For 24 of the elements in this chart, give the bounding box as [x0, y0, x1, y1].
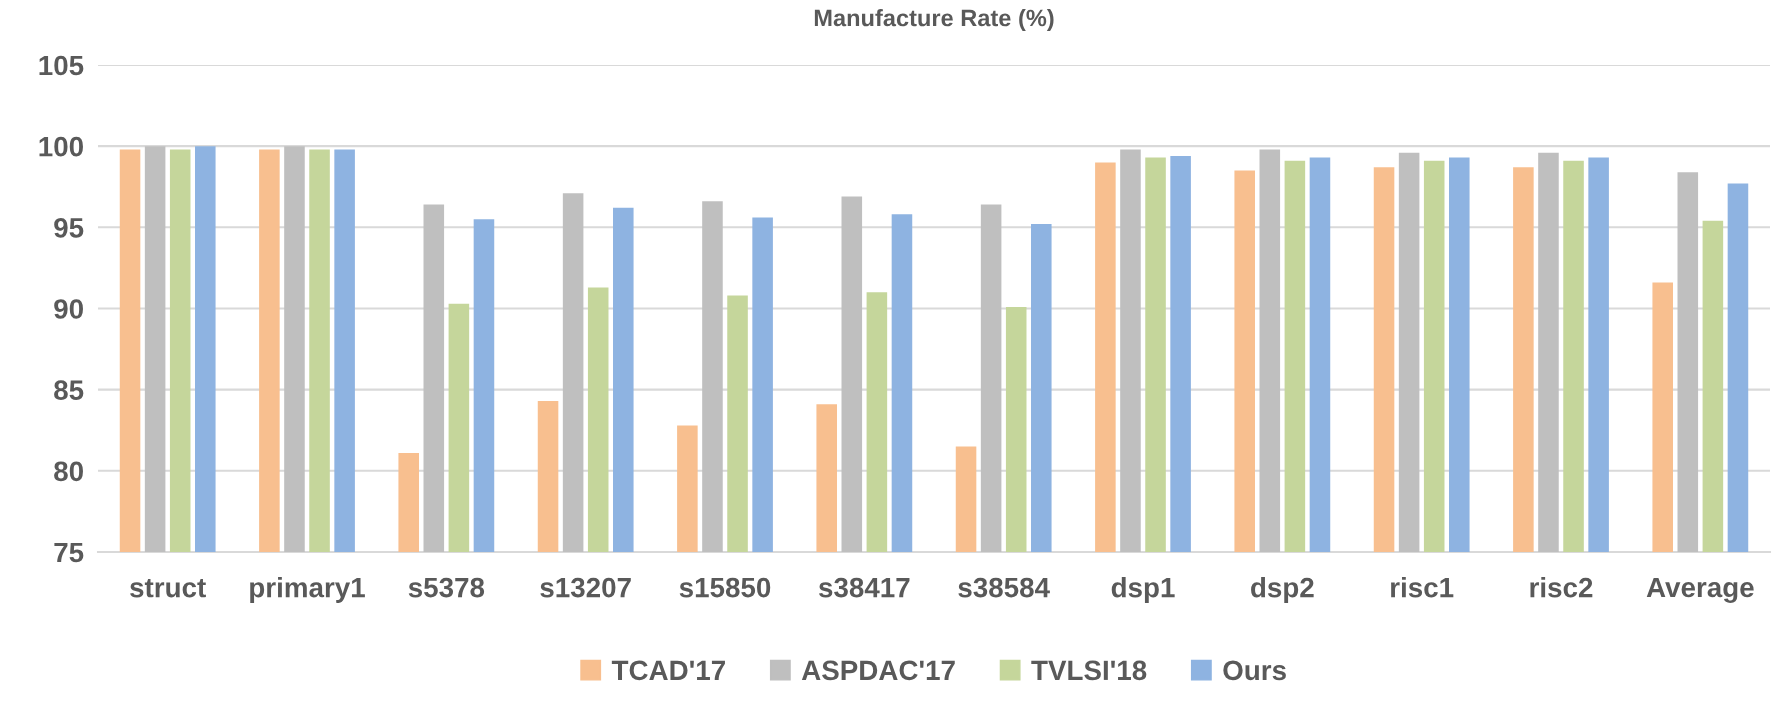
x-tick-label: s38417 — [818, 577, 910, 598]
legend-label: TCAD'17 — [611, 660, 725, 681]
y-tick-label: 90 — [54, 299, 83, 319]
x-tick-label: struct — [130, 579, 206, 598]
x-tick-label: s5378 — [408, 577, 485, 598]
y-tick-label: 105 — [39, 55, 84, 76]
chart-title: Manufacture Rate (%) — [814, 9, 1054, 32]
x-tick-label: s15850 — [679, 577, 771, 598]
legend-label: TVLSI'18 — [1031, 660, 1147, 681]
x-tick-label: s13207 — [540, 577, 631, 598]
y-tick-label: 80 — [54, 461, 83, 482]
legend-label: Ours — [1223, 660, 1286, 681]
x-tick-label: s38584 — [958, 577, 1050, 598]
x-tick-label: Average — [1646, 577, 1754, 603]
x-tick-label: risc2 — [1530, 577, 1593, 598]
x-tick-label: dsp2 — [1251, 577, 1314, 603]
x-tick-label: primary1 — [250, 577, 365, 603]
y-tick-label: 95 — [54, 218, 84, 238]
y-tick-label: 100 — [39, 136, 83, 157]
x-tick-label: risc1 — [1391, 577, 1454, 598]
x-tick-label: dsp1 — [1111, 577, 1175, 603]
legend-label: ASPDAC'17 — [801, 660, 955, 681]
y-tick-label: 75 — [54, 542, 84, 563]
y-tick-label: 85 — [54, 380, 84, 401]
